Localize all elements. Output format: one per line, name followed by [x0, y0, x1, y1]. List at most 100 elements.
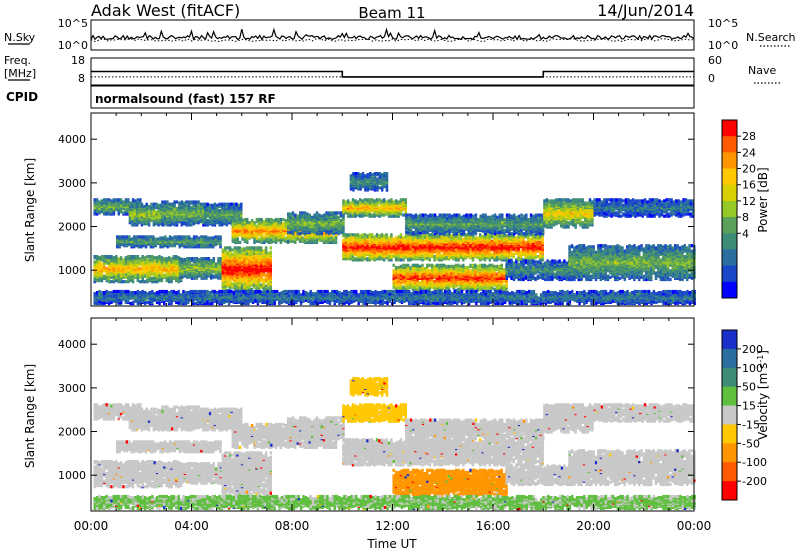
nave-ytick-bottom: 0: [708, 72, 715, 85]
power-cell: [153, 222, 155, 225]
power-cell: [270, 221, 272, 224]
power-cell: [136, 203, 138, 206]
power-cell: [349, 233, 351, 236]
power-cell: [378, 234, 380, 237]
power-cell: [141, 223, 143, 226]
power-cell: [364, 233, 366, 236]
power-cell: [138, 203, 140, 206]
power-cell: [168, 256, 170, 259]
power-cell: [189, 257, 191, 260]
power-cell: [132, 198, 134, 201]
power-cell: [263, 220, 265, 223]
power-cell: [258, 218, 260, 221]
power-cell: [400, 247, 402, 250]
power-cell: [176, 200, 178, 203]
power-cell: [237, 238, 239, 241]
power-cell: [134, 203, 136, 206]
power-cell: [200, 235, 202, 238]
power-cell: [120, 256, 122, 259]
power-cell: [241, 247, 243, 250]
power-cell: [226, 203, 228, 206]
power-cell: [132, 280, 134, 283]
power-cell: [289, 212, 291, 215]
power-cell: [174, 235, 176, 238]
power-cell: [164, 200, 166, 203]
power-cell: [146, 255, 148, 258]
power-cell: [150, 245, 152, 248]
power-cell: [393, 238, 395, 241]
power-cell: [163, 257, 165, 260]
power-cell: [270, 287, 272, 290]
power-cell: [181, 221, 183, 224]
power-cell: [210, 259, 212, 262]
power-cell: [359, 234, 361, 237]
noise-ytick-right-bottom: 10^0: [708, 39, 738, 52]
power-cell: [265, 238, 267, 241]
power-cell: [397, 235, 399, 238]
power-cell: [207, 203, 209, 206]
power-cell: [239, 221, 241, 224]
power-cell: [161, 205, 163, 208]
noise-sky-line: [91, 29, 694, 39]
power-cell: [328, 211, 330, 214]
power-cell: [268, 218, 270, 221]
power-cell: [120, 260, 122, 263]
power-cell: [173, 200, 175, 203]
power-cell: [412, 248, 414, 251]
freq-label-line2: [MHz]: [4, 67, 36, 80]
power-cell: [325, 230, 327, 233]
power-cell: [155, 203, 157, 206]
power-cell: [94, 255, 96, 258]
power-cell: [227, 267, 229, 270]
power-cell: [207, 236, 209, 239]
power-cell: [209, 204, 211, 207]
power-cell: [304, 240, 306, 243]
power-cell: [146, 203, 148, 206]
power-cell: [241, 255, 243, 258]
noise-ytick-top: 10^5: [58, 17, 88, 30]
power-cell: [330, 211, 332, 214]
power-cell: [147, 235, 149, 238]
station-title: Adak West (fitACF): [91, 1, 240, 20]
power-cell: [143, 235, 145, 238]
power-cell: [138, 244, 140, 247]
power-cell: [347, 246, 349, 249]
nsearch-label: N.Search: [746, 31, 796, 44]
power-cell: [94, 198, 96, 201]
power-cell: [185, 204, 187, 207]
power-cell: [275, 218, 277, 221]
power-cell: [149, 255, 151, 258]
power-cell: [188, 235, 190, 238]
power-cell: [108, 211, 110, 214]
nsky-label: N.Sky: [4, 31, 36, 44]
power-cell: [270, 239, 272, 242]
power-cell: [148, 210, 150, 213]
power-cell: [219, 235, 221, 238]
power-cell: [127, 271, 129, 274]
power-cell: [255, 246, 257, 249]
power-cell: [347, 233, 349, 236]
power-cell: [285, 236, 287, 239]
power-cell: [243, 247, 245, 250]
beam-title: Beam 11: [358, 4, 425, 22]
power-cell: [179, 235, 181, 238]
power-cell: [400, 258, 402, 261]
power-cell: [318, 232, 320, 235]
power-cell: [195, 235, 197, 238]
power-cell: [203, 235, 205, 238]
power-cell: [113, 198, 115, 201]
power-cell: [249, 221, 251, 224]
power-cell: [263, 235, 265, 238]
power-cell: [200, 219, 202, 222]
power-cell: [169, 203, 171, 206]
power-cell: [134, 199, 136, 202]
power-cell: [352, 236, 354, 239]
power-cell: [205, 244, 207, 247]
noise-ytick-bottom: 10^0: [58, 39, 88, 52]
power-cell: [217, 235, 219, 238]
power-cell: [405, 240, 407, 243]
power-cell: [333, 211, 335, 214]
power-cell: [113, 276, 115, 279]
power-cell: [161, 222, 163, 225]
nave-label: Nave: [748, 64, 776, 77]
